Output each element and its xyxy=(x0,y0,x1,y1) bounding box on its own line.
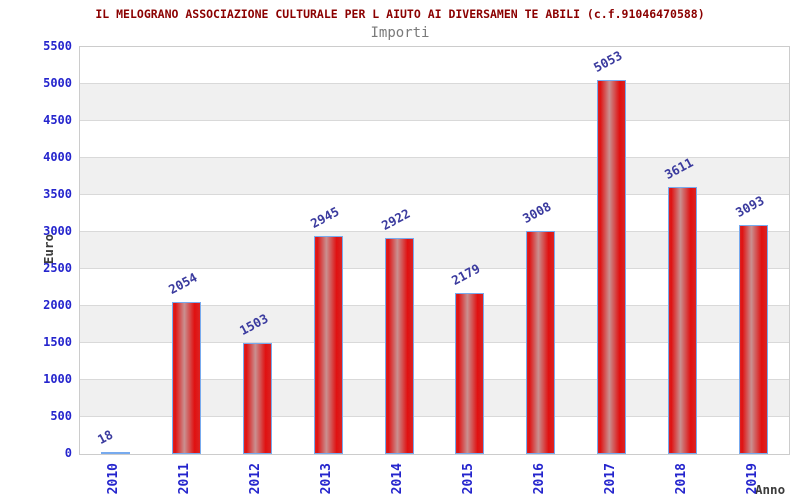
y-tick-label: 5500 xyxy=(43,39,72,53)
bar-2018 xyxy=(668,186,698,454)
y-tick-label: 1000 xyxy=(43,372,72,386)
bar-2015 xyxy=(455,292,485,454)
chart-title: IL MELOGRANO ASSOCIAZIONE CULTURALE PER … xyxy=(95,7,705,21)
y-tick-label: 1500 xyxy=(43,335,72,349)
y-tick-label: 2500 xyxy=(43,261,72,275)
x-tick-label: 2013 xyxy=(319,463,335,495)
x-tick-label: 2011 xyxy=(177,463,193,495)
y-tick-label: 500 xyxy=(50,409,72,423)
gridline xyxy=(80,379,789,380)
bar-2011 xyxy=(171,302,201,454)
x-tick-label: 2010 xyxy=(106,463,122,495)
y-tick-label: 4000 xyxy=(43,150,72,164)
gridline xyxy=(80,157,789,158)
x-axis-title: Anno xyxy=(755,482,786,497)
x-tick-label: 2019 xyxy=(744,463,760,495)
gridline xyxy=(80,416,789,417)
y-axis-title: Euro xyxy=(41,234,56,265)
gridline xyxy=(80,120,789,121)
x-tick-label: 2012 xyxy=(248,463,264,495)
y-tick-label: 4500 xyxy=(43,113,72,127)
x-tick-label: 2018 xyxy=(673,463,689,495)
grid-band xyxy=(80,47,789,84)
y-tick-label: 5000 xyxy=(43,76,72,90)
bar-2010 xyxy=(100,452,130,454)
y-tick-label: 3000 xyxy=(43,224,72,238)
x-tick-label: 2017 xyxy=(602,463,618,495)
gridline xyxy=(80,83,789,84)
gridline xyxy=(80,268,789,269)
x-tick-label: 2014 xyxy=(390,463,406,495)
gridline xyxy=(80,194,789,195)
bar-2012 xyxy=(242,342,272,454)
bar-2019 xyxy=(739,225,769,454)
plot-area: 18 2054 1503 2945 2922 2179 3008 5053 3611 3093 xyxy=(79,46,790,455)
y-tick-label: 2000 xyxy=(43,298,72,312)
y-tick-label: 3500 xyxy=(43,187,72,201)
bar-2013 xyxy=(313,236,343,454)
x-tick-label: 2016 xyxy=(531,463,547,495)
bar-2016 xyxy=(526,231,556,454)
bar-2017 xyxy=(597,80,627,454)
grid-band xyxy=(80,121,789,158)
gridline xyxy=(80,342,789,343)
grid-band xyxy=(80,84,789,121)
bar-2014 xyxy=(384,237,414,454)
gridline xyxy=(80,305,789,306)
x-tick-label: 2015 xyxy=(460,463,476,495)
y-tick-label: 0 xyxy=(64,446,72,460)
chart-subtitle: Importi xyxy=(370,25,430,41)
gridline xyxy=(80,231,789,232)
